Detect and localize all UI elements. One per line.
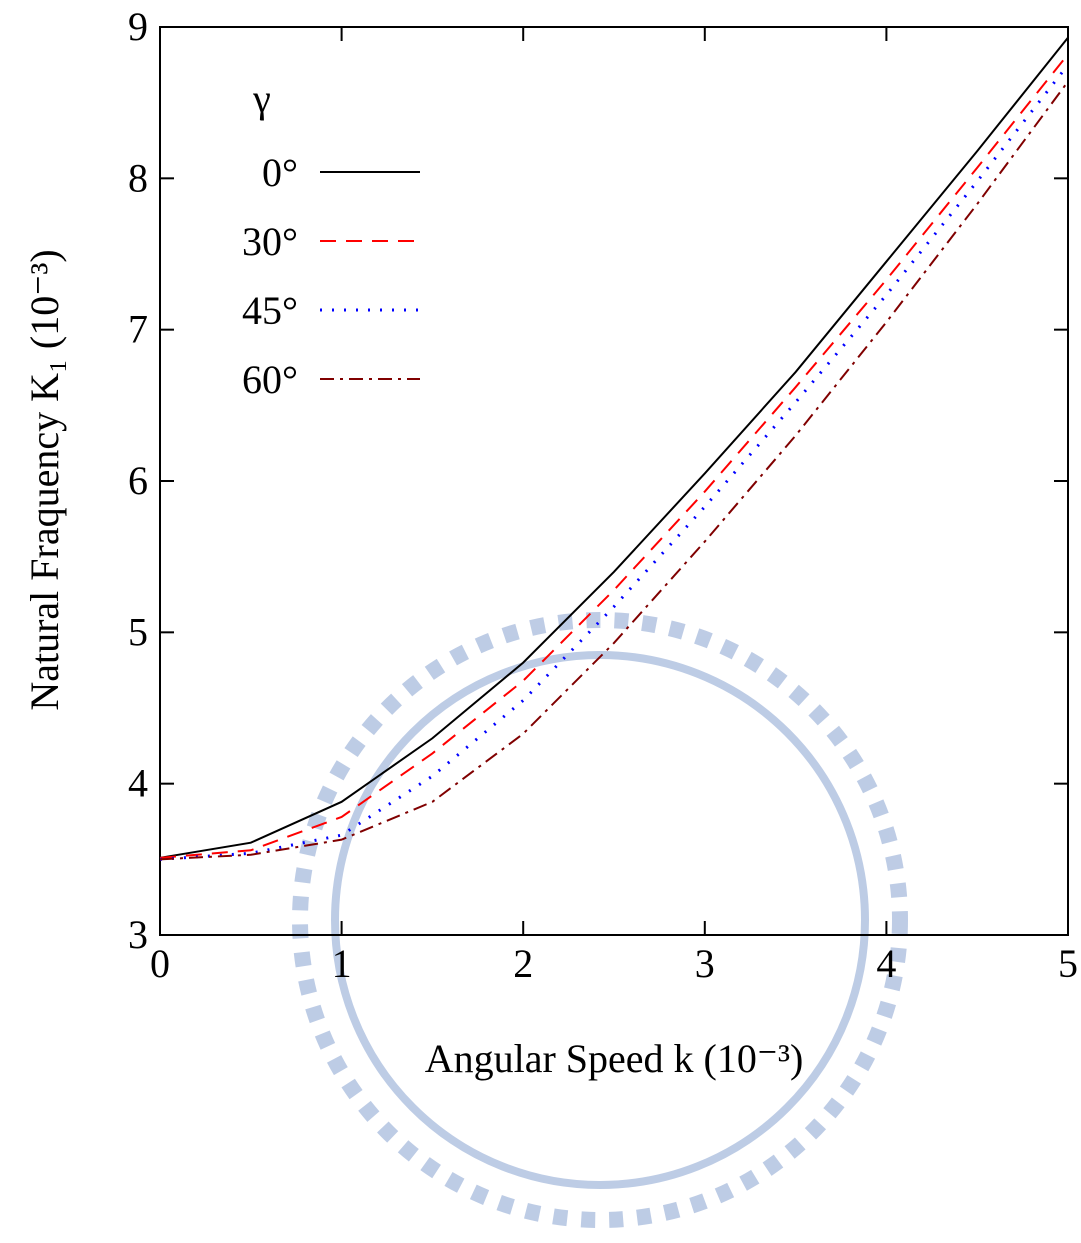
y-tick-label: 3 [128,912,148,957]
legend-label: 30° [242,219,298,264]
y-tick-label: 6 [128,458,148,503]
watermark [292,612,908,1228]
y-tick-label: 4 [128,761,148,806]
y-tick-label: 5 [128,609,148,654]
legend-label: 60° [242,357,298,402]
data-line [159,36,1069,859]
legend-label: 45° [242,288,298,333]
y-axis-label: Natural Fraquency K₁ (10⁻³) [22,249,67,710]
x-tick-label: 5 [1058,941,1078,986]
x-tick-label: 3 [695,941,715,986]
x-tick-label: 0 [150,941,170,986]
y-tick-label: 7 [128,307,148,352]
data-line [159,80,1069,861]
x-tick-label: 4 [876,941,896,986]
x-tick-label: 2 [513,941,533,986]
x-tick-label: 1 [332,941,352,986]
data-line [159,63,1070,861]
legend-title: γ [252,76,271,121]
legend-label: 0° [262,150,298,195]
y-tick-label: 8 [128,155,148,200]
x-axis-label: Angular Speed k (10⁻³) [425,1036,804,1081]
y-tick-label: 9 [128,4,148,49]
